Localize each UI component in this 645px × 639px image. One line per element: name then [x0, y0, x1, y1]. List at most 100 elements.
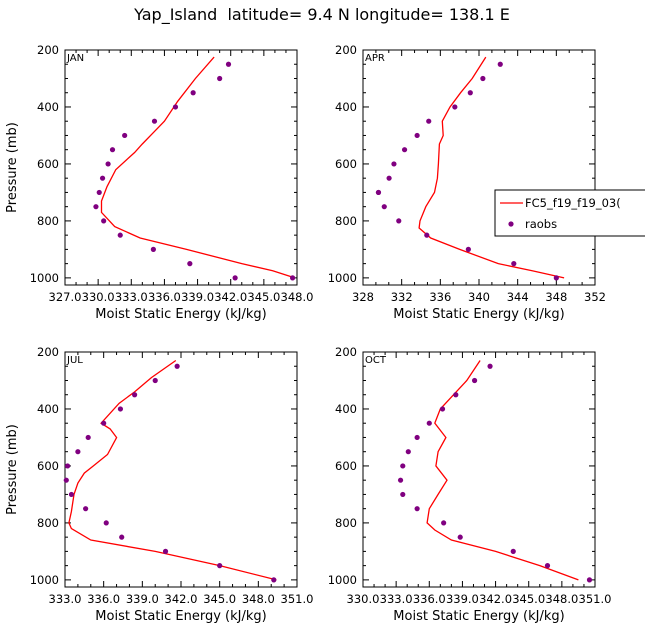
y-tick-label: 200 [37, 43, 59, 57]
legend-obs-label: raobs [525, 217, 557, 231]
legend: FC5_f19_f19_03(raobs [494, 189, 645, 237]
raobs-point [172, 104, 179, 110]
raobs-point [441, 520, 447, 526]
raobs-point [109, 147, 116, 153]
raobs-point [400, 463, 406, 469]
x-tick-label: 333.0 [49, 592, 82, 606]
raobs-point [85, 434, 91, 441]
y-tick-label: 400 [37, 402, 59, 416]
y-tick-label: 800 [37, 214, 59, 228]
raobs-point [75, 449, 81, 455]
raobs-point [426, 420, 432, 426]
y-tick-label: 200 [37, 345, 59, 359]
x-tick-label: 351.0 [281, 592, 314, 606]
raobs-point [225, 61, 232, 67]
raobs-point [414, 434, 420, 441]
raobs-point [152, 377, 158, 384]
plot-frame [362, 351, 596, 588]
x-tick-label: 332 [391, 290, 413, 304]
raobs-point [101, 218, 107, 224]
raobs-point [93, 204, 99, 210]
x-tick-label: 336.0 [87, 592, 120, 606]
x-axis-label: Moist Static Energy (kJ/kg) [95, 609, 266, 624]
raobs-point [457, 534, 463, 540]
model-line [426, 360, 579, 581]
x-tick-label: 327.0 [49, 290, 82, 304]
raobs-point [162, 548, 169, 554]
x-tick-label: 333.0 [380, 592, 413, 606]
raobs-point [381, 204, 387, 210]
raobs-point [467, 90, 473, 96]
raobs-point [119, 534, 125, 540]
y-axis-label: Pressure (mb) [5, 122, 20, 213]
x-axis-label: Moist Static Energy (kJ/kg) [393, 307, 564, 322]
legend-model-label: FC5_f19_f19_03( [525, 196, 621, 210]
raobs-point [83, 506, 89, 512]
raobs-point [586, 577, 593, 583]
raobs-point [122, 132, 128, 139]
plot-frame [64, 351, 298, 588]
raobs-point [396, 218, 402, 224]
y-tick-label: 1000 [328, 271, 357, 285]
x-tick-label: 345.0 [247, 290, 280, 304]
raobs-point [405, 449, 411, 455]
plot-frame [64, 49, 298, 286]
raobs-point [132, 392, 138, 398]
x-tick-label: 336.0 [413, 592, 446, 606]
raobs-point [271, 577, 277, 583]
figure-title: Yap_Island latitude= 9.4 N longitude= 13… [133, 5, 510, 25]
panel-oct: OCT 330.0 333.0 336.0 339.0 342.0 345.0 348.0 35… [328, 345, 612, 624]
model-line [68, 359, 277, 581]
raobs-point [471, 377, 478, 384]
raobs-point [487, 363, 493, 369]
raobs-point [64, 463, 71, 469]
raobs-point [99, 175, 106, 181]
model-line [418, 56, 565, 279]
y-tick-label: 200 [335, 345, 357, 359]
raobs-point [439, 406, 446, 412]
raobs-point [375, 189, 382, 196]
raobs-point [174, 363, 180, 369]
raobs-point [151, 118, 158, 124]
raobs-point [465, 246, 471, 252]
raobs-point [544, 563, 551, 569]
y-tick-label: 600 [37, 157, 59, 171]
x-axis-label: Moist Static Energy (kJ/kg) [393, 609, 564, 624]
raobs-point [426, 118, 432, 124]
raobs-point [391, 161, 397, 167]
legend-obs-swatch [508, 221, 514, 227]
y-tick-label: 400 [37, 100, 59, 114]
raobs-point [397, 477, 404, 483]
raobs-point [117, 232, 123, 238]
legend-box [494, 189, 645, 237]
y-axis-label: Pressure (mb) [5, 424, 20, 515]
panel-jan: JAN 327.0 330.0 333.0 336.0 339.0 342.0 345.0 34… [5, 43, 313, 322]
raobs-point [101, 420, 107, 426]
raobs-point [63, 477, 69, 483]
model-line [100, 56, 295, 279]
raobs-point [68, 491, 75, 498]
y-tick-label: 1000 [30, 271, 59, 285]
y-tick-label: 800 [335, 516, 357, 530]
raobs-point [96, 189, 102, 196]
raobs-point [414, 132, 420, 139]
raobs-point [190, 90, 196, 96]
x-tick-label: 342.0 [165, 592, 198, 606]
raobs-point [401, 147, 408, 153]
x-tick-label: 328 [352, 290, 374, 304]
raobs-point [232, 275, 238, 281]
y-tick-label: 800 [37, 516, 59, 530]
raobs-point [187, 261, 193, 267]
panel-label: APR [365, 53, 385, 64]
x-tick-label: 336 [429, 290, 451, 304]
x-tick-label: 342.0 [479, 592, 512, 606]
x-tick-label: 339.0 [446, 592, 479, 606]
x-tick-label: 345.0 [512, 592, 545, 606]
raobs-point [103, 520, 109, 526]
x-tick-label: 348.0 [545, 592, 578, 606]
raobs-point [386, 175, 392, 181]
y-tick-label: 600 [335, 157, 357, 171]
y-tick-label: 400 [335, 100, 357, 114]
x-tick-label: 342.0 [214, 290, 247, 304]
raobs-point [117, 406, 124, 412]
